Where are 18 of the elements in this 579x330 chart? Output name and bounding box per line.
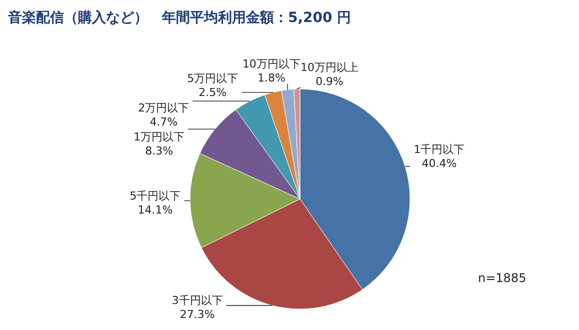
slice-label: 5千円以下 — [130, 189, 181, 202]
data-label: 0.9% — [316, 75, 344, 88]
data-label: 8.3% — [145, 144, 174, 158]
data-label: 27.3% — [180, 308, 215, 321]
slice-label: 5万円以下 — [187, 72, 238, 86]
slice-label: 3千円以下 — [172, 294, 223, 307]
chart-title: 音楽配信（購入など） 年間平均利用金額：5,200 円 — [7, 9, 352, 26]
data-label: 2.5% — [198, 86, 227, 100]
data-label: 14.1% — [138, 203, 173, 216]
data-label: 4.7% — [150, 115, 178, 128]
slice-label: 1万円以下 — [134, 130, 185, 144]
text: n=1885 — [478, 271, 526, 285]
slice-label: 10万円以下 — [242, 57, 300, 70]
slice-label: 2万円以下 — [138, 101, 190, 114]
slice-label: 10万円以上 — [300, 61, 359, 74]
data-label: 1.8% — [257, 71, 286, 84]
data-label: 40.4% — [422, 157, 457, 170]
slice-label: 1千円以下 — [414, 143, 465, 156]
